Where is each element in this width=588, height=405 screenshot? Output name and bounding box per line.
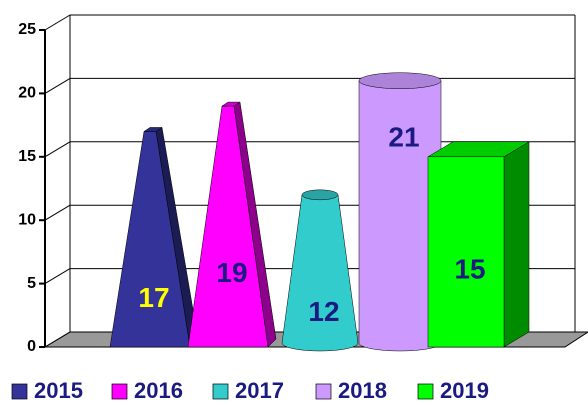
bar-top <box>221 101 241 107</box>
bar <box>427 141 530 348</box>
grid-line <box>44 141 71 158</box>
grid-line <box>44 77 71 94</box>
legend-swatch <box>417 383 434 400</box>
legend-swatch <box>111 383 128 400</box>
grid-line <box>44 268 71 285</box>
data-label: 12 <box>308 296 339 327</box>
bar <box>281 189 359 352</box>
legend-label: 2018 <box>338 378 387 403</box>
data-label: 21 <box>388 122 419 153</box>
data-label: 19 <box>216 257 247 288</box>
legend-label: 2016 <box>134 378 183 403</box>
legend-label: 2015 <box>34 378 83 403</box>
legend-swatch <box>11 383 28 400</box>
y-tick-label: 0 <box>27 338 36 355</box>
y-tick-label: 5 <box>27 275 36 292</box>
data-label: 17 <box>138 282 169 313</box>
legend-swatch <box>315 383 332 400</box>
bar-top <box>143 127 163 132</box>
grid-line <box>44 14 71 31</box>
bar <box>187 101 277 348</box>
legend-label: 2017 <box>235 378 284 403</box>
bar-front <box>427 156 505 348</box>
y-tick-label: 25 <box>18 21 36 38</box>
bar-top <box>301 189 339 201</box>
y-tick-label: 10 <box>18 211 36 228</box>
y-tick-label: 20 <box>18 85 36 102</box>
data-label: 15 <box>454 253 485 284</box>
legend-label: 2019 <box>440 378 489 403</box>
bar-body <box>281 194 359 352</box>
bar <box>109 127 199 348</box>
y-tick-label: 15 <box>18 148 36 165</box>
grid-line <box>44 331 71 348</box>
bar-top <box>358 72 442 89</box>
legend-swatch <box>212 383 229 400</box>
bar-side <box>503 141 530 348</box>
grid-line <box>44 204 71 221</box>
